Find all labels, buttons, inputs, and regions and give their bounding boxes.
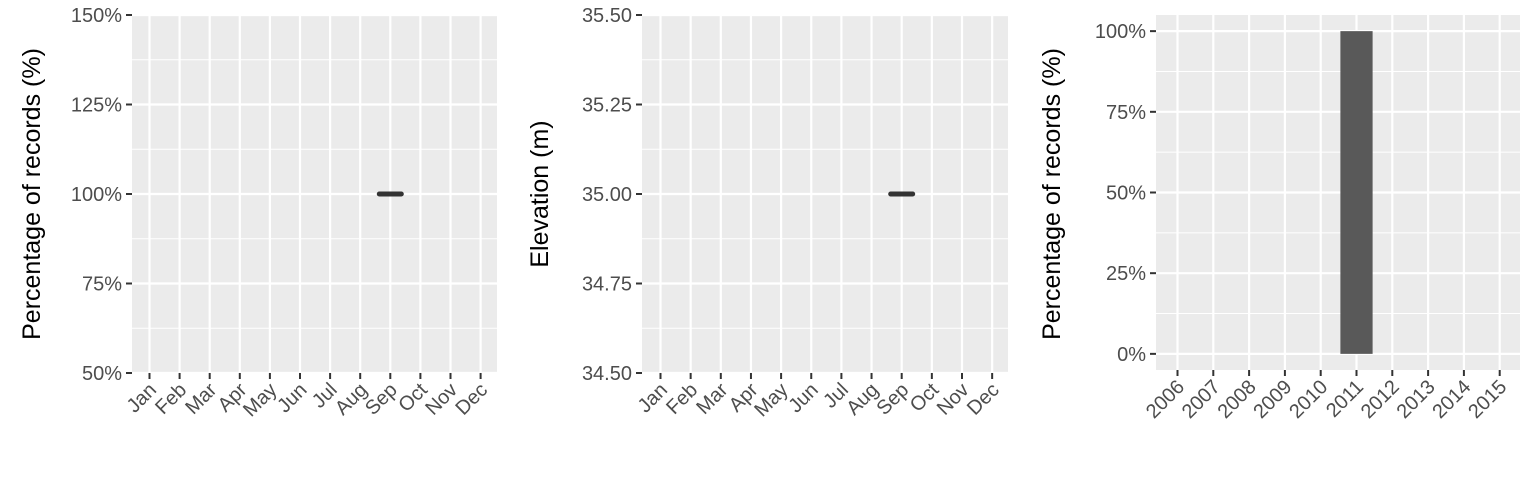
y-tick-label: 35.25: [582, 95, 632, 117]
y-tick-label: 50%: [82, 363, 122, 385]
x-tick-label: Jun: [273, 379, 311, 417]
x-tick-label: 2007: [1178, 376, 1225, 423]
x-tick-label: Dec: [451, 379, 492, 420]
y-tick-label: 34.75: [582, 274, 632, 296]
panel-3: 0%25%50%75%100%2006200720082009201020112…: [1038, 15, 1520, 423]
x-tick-label: 2006: [1142, 376, 1189, 423]
y-tick-label: 25%: [1106, 263, 1146, 285]
x-tick-label: 2013: [1393, 376, 1440, 423]
x-tick-label: 2009: [1249, 376, 1296, 423]
y-tick-label: 100%: [1095, 21, 1146, 43]
y-tick-label: 100%: [71, 184, 122, 206]
x-tick-label: Dec: [963, 379, 1004, 420]
panel-2: 34.5034.7535.0035.2535.50JanFebMarAprMay…: [526, 5, 1008, 421]
x-tick-label: 2015: [1464, 376, 1511, 423]
x-tick-label: 2014: [1428, 376, 1475, 423]
panel-1: 50%75%100%125%150%JanFebMarAprMayJunJulA…: [18, 5, 497, 421]
y-axis-label: Percentage of records (%): [1038, 48, 1066, 340]
y-axis-label: Percentage of records (%): [18, 48, 46, 340]
x-tick-label: Jun: [784, 379, 822, 417]
y-tick-label: 35.00: [582, 184, 632, 206]
x-tick-label: 2008: [1214, 376, 1261, 423]
x-tick-label: 2010: [1285, 376, 1332, 423]
y-axis-label: Elevation (m): [526, 120, 554, 267]
y-tick-label: 75%: [82, 274, 122, 296]
y-tick-label: 50%: [1106, 183, 1146, 205]
x-tick-label: 2011: [1322, 376, 1368, 422]
y-tick-label: 34.50: [582, 363, 632, 385]
y-tick-label: 150%: [71, 5, 122, 27]
x-tick-label: 2012: [1357, 376, 1404, 423]
y-tick-label: 0%: [1117, 344, 1146, 366]
y-tick-label: 125%: [71, 95, 122, 117]
y-tick-label: 75%: [1106, 102, 1146, 124]
y-tick-label: 35.50: [582, 5, 632, 27]
bar-2011: [1340, 31, 1373, 354]
